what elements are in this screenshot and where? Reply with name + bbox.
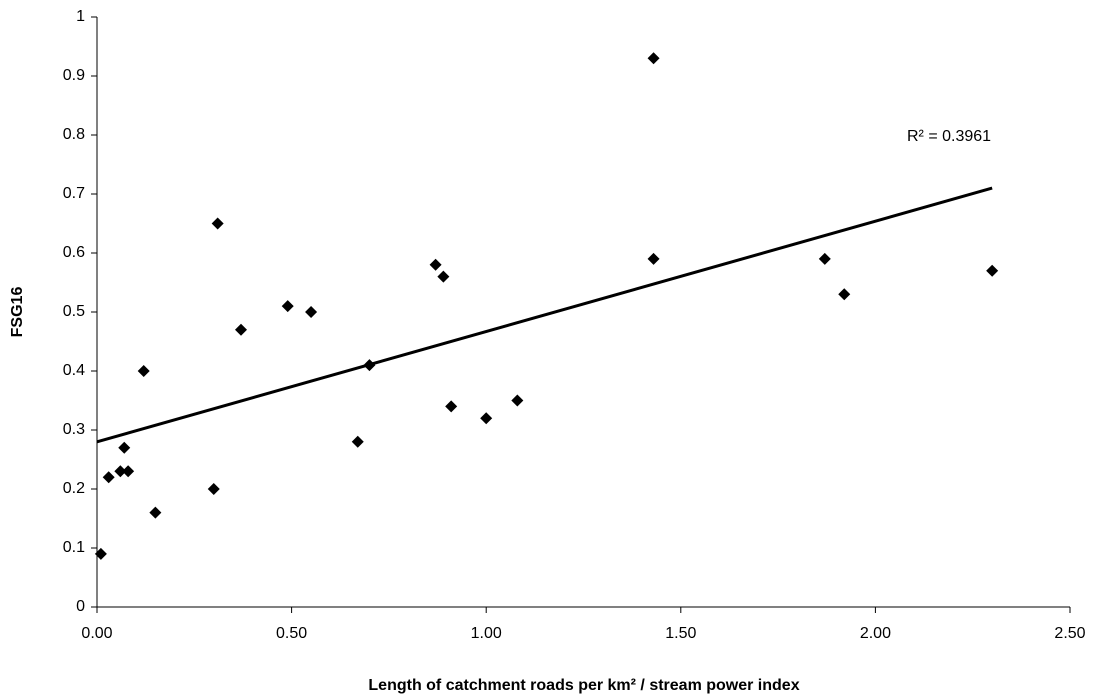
data-point: [511, 394, 524, 407]
data-point: [818, 252, 831, 265]
data-point: [647, 252, 660, 265]
x-tick-label: 0.00: [81, 625, 112, 642]
data-point: [351, 435, 364, 448]
data-point: [305, 306, 318, 318]
data-point: [429, 258, 442, 271]
x-tick-label: 2.00: [860, 625, 891, 642]
y-tick-label: 0.6: [63, 244, 85, 261]
data-point: [102, 471, 115, 484]
x-axis-label: Length of catchment roads per km² / stre…: [368, 677, 799, 694]
y-axis-label: FSG16: [9, 287, 26, 338]
data-point: [480, 412, 493, 425]
data-point: [122, 465, 135, 478]
y-tick-label: 0.9: [63, 67, 85, 84]
trendline-label: R² = 0.3961: [907, 128, 991, 145]
x-tick-label: 1.00: [471, 625, 502, 642]
data-point: [137, 365, 150, 377]
x-tick-label: 2.50: [1054, 625, 1085, 642]
data-point: [437, 270, 450, 283]
data-point: [445, 400, 458, 413]
y-tick-label: 0.7: [63, 185, 85, 202]
data-point: [986, 264, 999, 277]
x-tick-label: 0.50: [276, 625, 307, 642]
data-point: [207, 483, 220, 495]
data-point: [118, 441, 131, 454]
data-point: [838, 288, 851, 301]
y-tick-label: 0: [76, 598, 85, 615]
y-tick-label: 0.4: [63, 362, 85, 379]
y-tick-label: 0.2: [63, 480, 85, 497]
y-tick-label: 0.8: [63, 126, 85, 143]
y-tick-label: 1: [76, 8, 85, 25]
data-point: [235, 323, 248, 336]
x-tick-label: 1.50: [665, 625, 696, 642]
data-point: [94, 547, 107, 560]
y-tick-label: 0.1: [63, 539, 85, 556]
y-tick-label: 0.3: [63, 421, 85, 438]
data-point: [211, 217, 224, 230]
y-tick-label: 0.5: [63, 303, 85, 320]
data-point: [647, 52, 660, 65]
data-point: [281, 300, 294, 313]
data-point: [149, 506, 162, 519]
data-point: [114, 465, 127, 478]
trendline: [96, 186, 993, 444]
